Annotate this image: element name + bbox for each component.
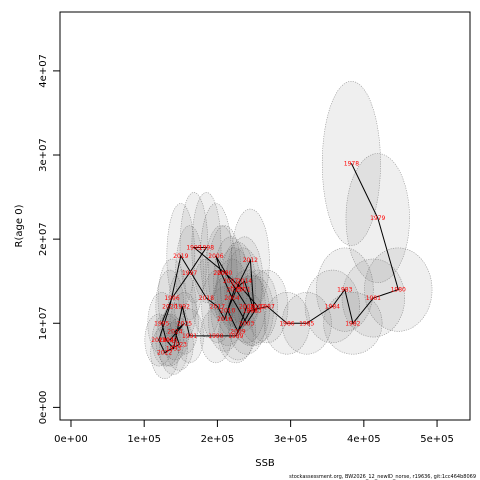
year-label-2015: 2015 <box>227 287 242 294</box>
year-label-2014: 2014 <box>237 278 252 285</box>
x-tick-label: 0e+00 <box>54 434 88 445</box>
year-label-1979: 1979 <box>370 215 385 222</box>
year-label-2017: 2017 <box>210 303 225 310</box>
year-label-1989: 1989 <box>228 333 243 340</box>
year-label-2024: 2024 <box>167 329 182 336</box>
y-axis: 0e+00 1e+07 2e+07 3e+07 4e+07 <box>38 54 61 425</box>
trajectory-line <box>158 163 399 354</box>
year-label-2021: 2021 <box>151 337 166 344</box>
year-label-1985: 1985 <box>299 320 314 327</box>
year-label-1998: 1998 <box>199 245 214 252</box>
year-label-2011: 2011 <box>230 282 245 289</box>
year-label-2026: 2026 <box>162 337 177 344</box>
x-tick-label: 5e+05 <box>420 434 454 445</box>
year-label-1992: 1992 <box>175 303 190 310</box>
footer-text: stockassessment.org, BW2026_12_newID_nor… <box>289 474 476 480</box>
y-axis-title: R(age 0) <box>14 204 25 247</box>
year-label-2013: 2013 <box>246 308 261 315</box>
year-label-1981: 1981 <box>366 295 381 302</box>
year-label-1995: 1995 <box>154 320 169 327</box>
year-label-1991: 1991 <box>182 333 197 340</box>
year-label-2003: 2003 <box>239 320 254 327</box>
year-label-2007: 2007 <box>223 278 238 285</box>
x-axis: 0e+00 1e+05 2e+05 3e+05 4e+05 5e+05 <box>54 419 454 445</box>
year-label-1978: 1978 <box>344 160 359 167</box>
year-label-2001: 2001 <box>235 287 250 294</box>
x-tick-label: 1e+05 <box>127 434 161 445</box>
year-label-2023: 2023 <box>172 341 187 348</box>
year-labels-layer: 1978 1979 1980 1981 1982 1983 1984 1985 1986 1987… <box>151 160 406 356</box>
year-label-2009: 2009 <box>230 329 245 336</box>
year-label-1988: 1988 <box>243 308 258 315</box>
y-tick-label: 3e+07 <box>38 138 49 172</box>
year-label-2025: 2025 <box>177 320 192 327</box>
year-label-2018: 2018 <box>199 295 214 302</box>
year-label-1994: 1994 <box>159 337 174 344</box>
year-label-2012: 2012 <box>243 257 258 264</box>
x-tick-label: 3e+05 <box>274 434 308 445</box>
year-label-1990: 1990 <box>208 333 223 340</box>
year-label-2006: 2006 <box>208 253 223 260</box>
year-label-2019: 2019 <box>173 253 188 260</box>
year-label-2008: 2008 <box>239 303 254 310</box>
year-label-2020: 2020 <box>162 303 177 310</box>
trajectory-layer <box>158 163 399 354</box>
year-label-2010: 2010 <box>220 308 235 315</box>
year-label-2005: 2005 <box>213 270 228 277</box>
year-label-1996: 1996 <box>164 295 179 302</box>
year-label-1984: 1984 <box>325 303 340 310</box>
year-label-2022: 2022 <box>157 350 172 357</box>
year-label-1982: 1982 <box>345 320 360 327</box>
year-label-1999: 1999 <box>186 245 201 252</box>
year-label-1987: 1987 <box>260 303 275 310</box>
year-label-1993: 1993 <box>166 345 181 352</box>
year-label-2016: 2016 <box>217 316 232 323</box>
year-label-1983: 1983 <box>337 287 352 294</box>
x-tick-label: 4e+05 <box>347 434 381 445</box>
year-label-1986: 1986 <box>279 320 294 327</box>
x-tick-label: 2e+05 <box>201 434 235 445</box>
y-tick-label: 2e+07 <box>38 222 49 256</box>
y-tick-label: 0e+00 <box>38 391 49 425</box>
y-tick-label: 1e+07 <box>38 306 49 340</box>
x-axis-title: SSB <box>255 458 275 469</box>
y-tick-label: 4e+07 <box>38 54 49 88</box>
year-label-1997: 1997 <box>182 270 197 277</box>
year-label-1980: 1980 <box>391 287 406 294</box>
year-label-2000: 2000 <box>217 270 232 277</box>
year-label-2004: 2004 <box>224 295 239 302</box>
year-label-2002: 2002 <box>250 303 265 310</box>
